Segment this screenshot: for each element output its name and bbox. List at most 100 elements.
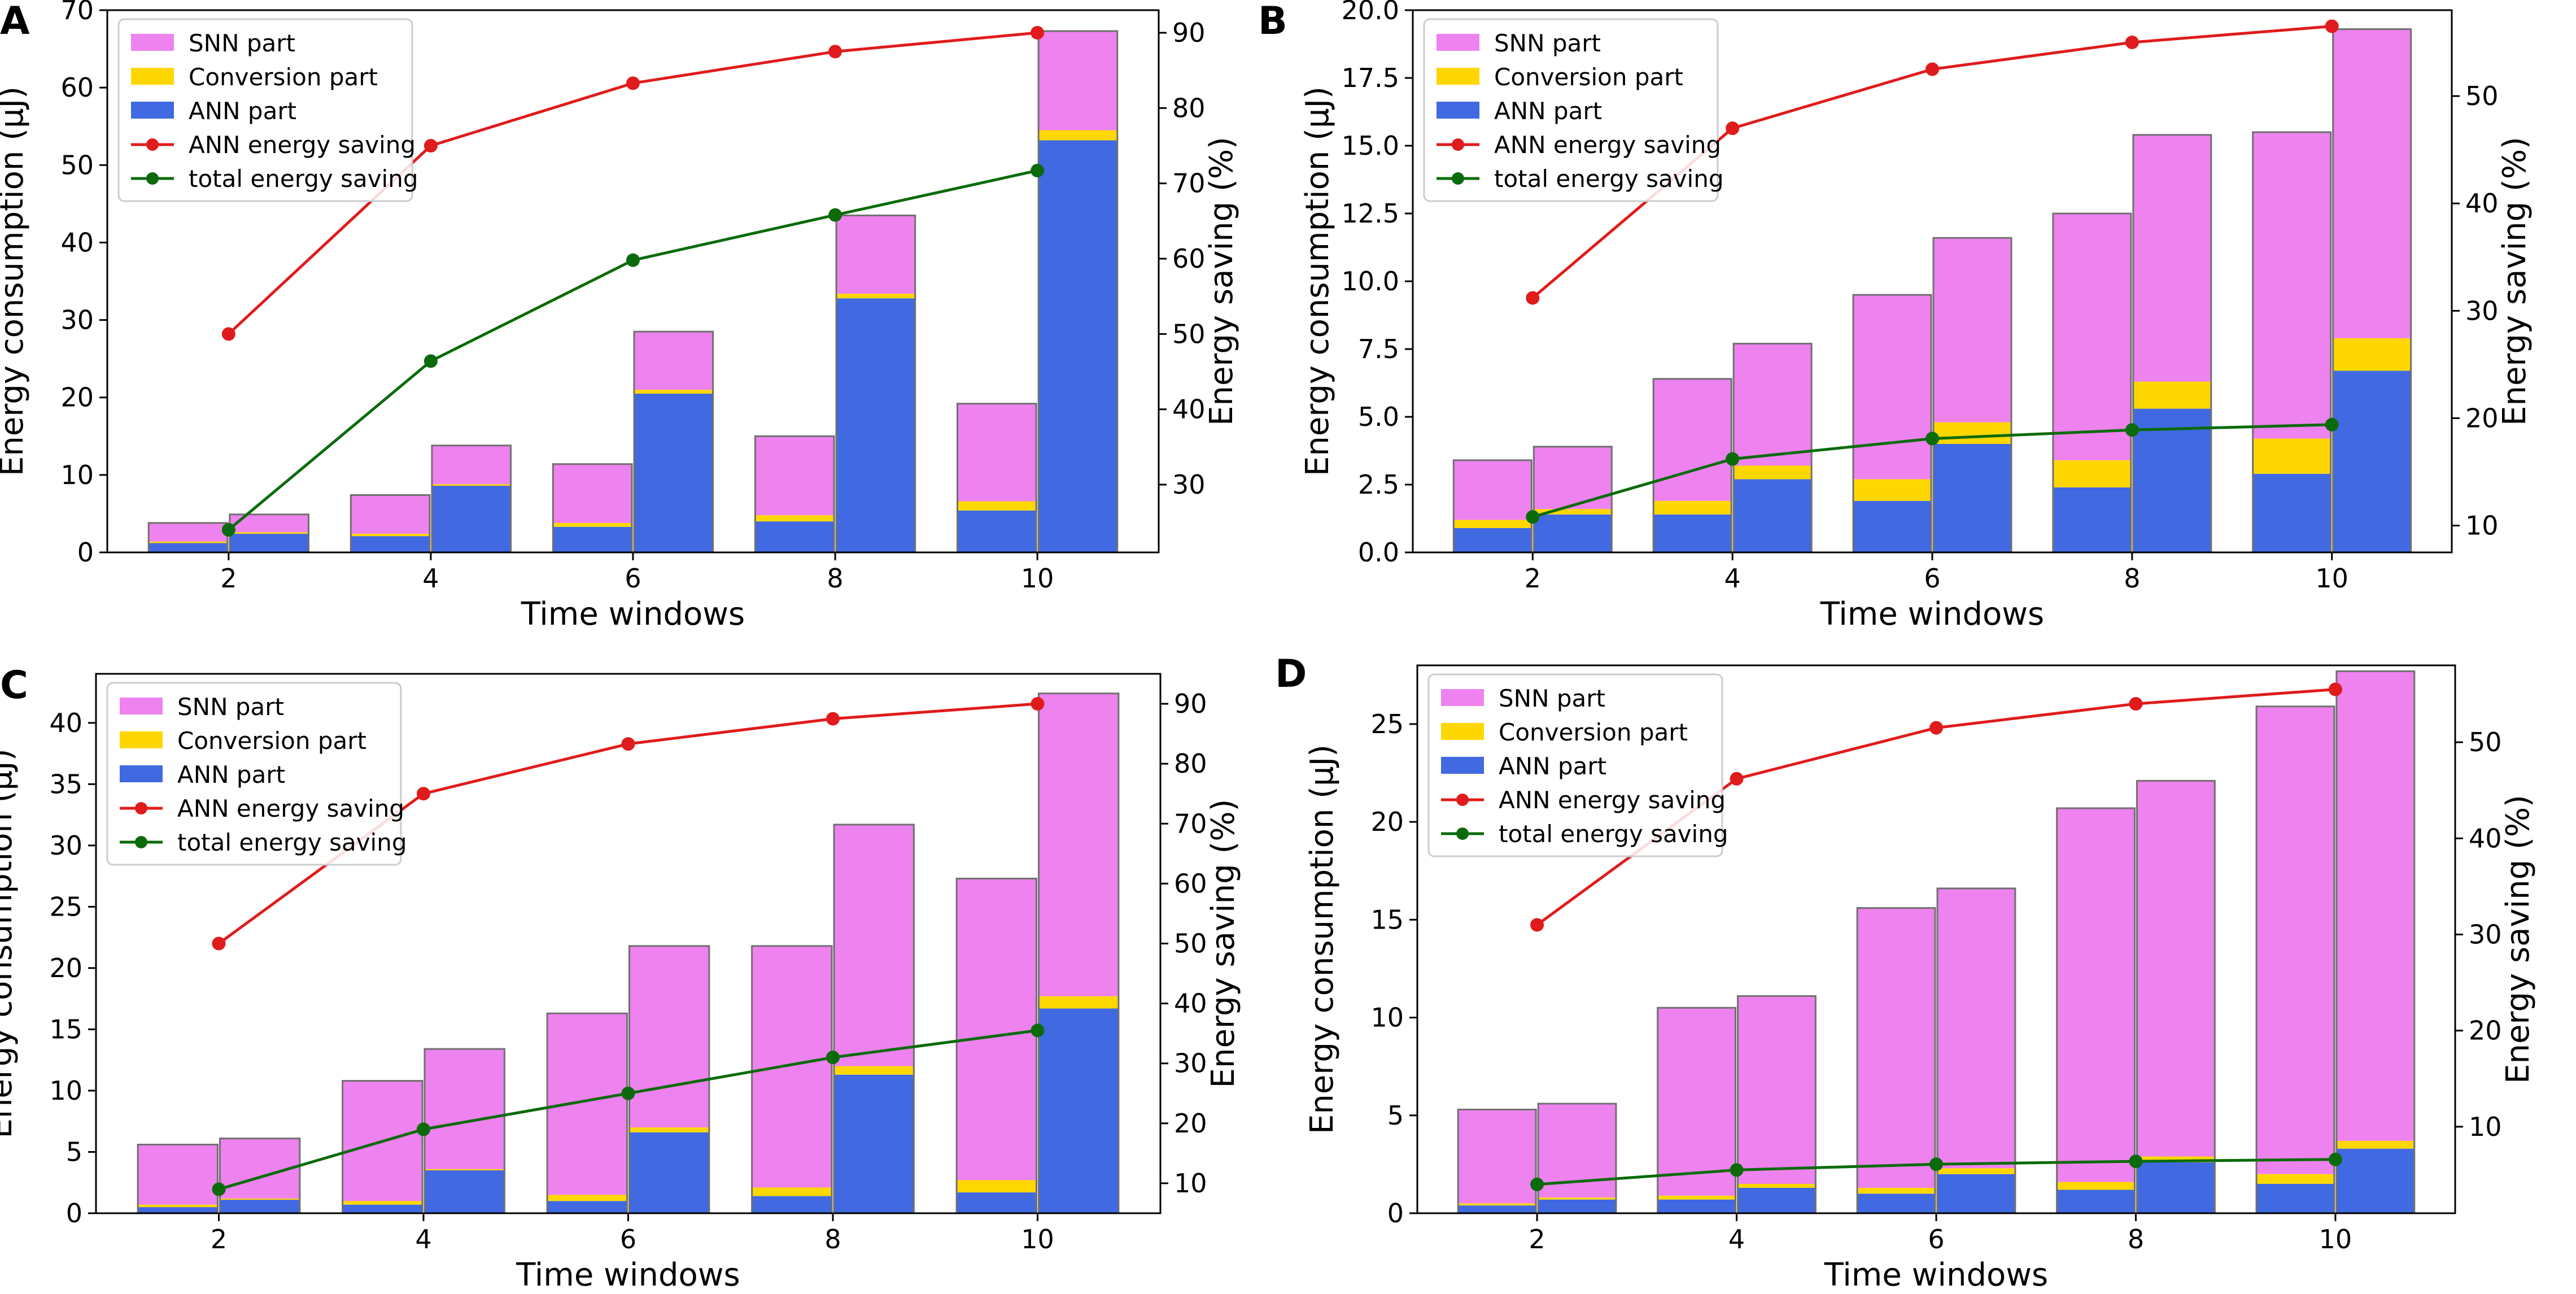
point-total-energy-saving: [1031, 164, 1045, 177]
bar-left-snn-segment: [755, 436, 835, 516]
bar-right-snn-segment: [431, 445, 511, 485]
point-ann-energy-saving: [212, 936, 226, 951]
bar-right-ann-segment: [1937, 1174, 2015, 1213]
x-tick-label: 8: [2128, 1224, 2144, 1254]
bar-left-conversion-segment: [2057, 1182, 2135, 1190]
y2-tick-label: 70: [1172, 168, 1206, 199]
point-total-energy-saving: [423, 354, 438, 368]
x-tick-label: 2: [1525, 563, 1541, 594]
bar-right-ann-segment: [2133, 408, 2211, 552]
bar-left-conversion-segment: [752, 1187, 832, 1196]
bar-right-ann-segment: [2137, 1162, 2215, 1213]
bar-left-snn-segment: [1453, 460, 1532, 520]
point-total-energy-saving: [1926, 432, 1939, 446]
legend-swatch: [120, 765, 163, 782]
bar-left-snn-segment: [1657, 1008, 1736, 1196]
chart-panel-b: B 2 4 6 8 10 0.0 2.5 5.0 7.5 10.0 12.5 15.0 17.5 20.0 1…: [1258, 0, 2533, 633]
y-tick-label: 35: [49, 769, 82, 799]
x-tick-label: 6: [1924, 563, 1940, 594]
y2-tick-label: 40: [1174, 988, 1207, 1019]
y2-axis-label: Energy saving (%): [2500, 795, 2536, 1084]
bar-left-snn-segment: [553, 464, 632, 523]
chart-panel-c: C 2 4 6 8 10 0 5 10 15 20 25 30 35 40 10 20 30 40 50 60 70 80 9…: [0, 663, 1242, 1293]
bar-left-conversion-segment: [1458, 1203, 1536, 1206]
bar-right-ann-segment: [1038, 140, 1117, 552]
x-axis-label: Time windows: [521, 596, 745, 633]
line-total-energy-saving: [218, 1029, 1038, 1191]
point-ann-energy-saving: [828, 45, 842, 59]
x-tick-label: 10: [1021, 1224, 1054, 1254]
bar-left-conversion-segment: [1453, 520, 1532, 528]
bar-right-ann-segment: [1038, 1008, 1119, 1213]
y2-tick-label: 40: [1172, 394, 1206, 425]
bar-right-snn-segment: [2336, 671, 2415, 1141]
point-total-energy-saving: [626, 253, 640, 267]
chart-panel-a: A 2 4 6 8 10 0 10 20 30 40 50 60 70 30 40 50 60 70 80 90 Time…: [0, 0, 1240, 633]
legend-swatch: [120, 698, 163, 714]
bar-right-ann-segment: [634, 393, 713, 552]
legend-label: ANN energy saving: [1494, 131, 1721, 159]
x-tick-label: 8: [827, 563, 843, 594]
legend-swatch: [120, 731, 163, 748]
y2-tick-label: 30: [2465, 295, 2499, 326]
legend-label: Conversion part: [1494, 63, 1683, 91]
bar-right-conversion-segment: [425, 1169, 505, 1171]
bar-right-ann-segment: [1538, 1199, 1616, 1213]
bar-right-conversion-segment: [1737, 1184, 1816, 1188]
x-tick-label: 2: [1529, 1224, 1545, 1254]
y-tick-label: 10: [49, 1075, 82, 1106]
y2-tick-label: 30: [1174, 1048, 1207, 1079]
y-tick-label: 30: [60, 305, 94, 336]
bar-right-snn-segment: [229, 514, 309, 533]
chart-panel-d: D 2 4 6 8 10 0 5 10 15 20 25 10 20 30 40 50 Time windows E…: [1275, 652, 2536, 1293]
bar-left-conversion-segment: [755, 515, 835, 522]
bar-right-conversion-segment: [1937, 1168, 2015, 1174]
y2-tick-label: 20: [2465, 403, 2499, 433]
bar-left-snn-segment: [351, 495, 430, 534]
y-tick-label: 5: [66, 1136, 82, 1167]
y-tick-label: 7.5: [1358, 334, 1399, 364]
point-ann-energy-saving: [2328, 682, 2342, 696]
bar-right-ann-segment: [834, 1074, 914, 1213]
y2-tick-label: 10: [2465, 510, 2499, 541]
bar-left-ann-segment: [1857, 1193, 1935, 1213]
bar-left-ann-segment: [1458, 1205, 1536, 1213]
bar-right-ann-segment: [425, 1170, 505, 1213]
bar-right-conversion-segment: [431, 484, 511, 486]
legend-label: total energy saving: [189, 165, 418, 193]
y2-tick-label: 50: [2465, 81, 2499, 111]
point-total-energy-saving: [1530, 1177, 1544, 1191]
x-axis-label: Time windows: [1824, 1257, 2048, 1293]
bar-right-conversion-segment: [1538, 1197, 1616, 1200]
legend-label: ANN part: [1494, 97, 1602, 125]
y2-tick-label: 60: [1172, 243, 1206, 274]
legend-swatch: [1437, 102, 1479, 119]
bar-left-conversion-segment: [342, 1201, 422, 1205]
y-tick-label: 0.0: [1358, 537, 1399, 568]
bar-right-conversion-segment: [836, 293, 915, 299]
legend-swatch: [1441, 723, 1484, 740]
panel-letter: D: [1275, 652, 1307, 696]
bar-right-snn-segment: [1933, 238, 2011, 422]
point-ann-energy-saving: [1730, 772, 1744, 786]
point-total-energy-saving: [221, 523, 235, 537]
point-ann-energy-saving: [423, 139, 438, 153]
bar-right-conversion-segment: [834, 1066, 914, 1075]
bar-right-snn-segment: [834, 824, 914, 1066]
y-tick-label: 10.0: [1342, 266, 1399, 297]
legend-swatch: [131, 68, 174, 85]
bar-right-ann-segment: [629, 1132, 709, 1213]
point-total-energy-saving: [2325, 417, 2339, 432]
bar-right-conversion-segment: [1038, 996, 1119, 1009]
point-total-energy-saving: [1526, 510, 1540, 524]
point-ann-energy-saving: [621, 737, 635, 751]
y2-tick-label: 80: [1174, 748, 1207, 779]
legend-swatch: [131, 34, 174, 51]
x-tick-label: 4: [1728, 1224, 1745, 1254]
y-tick-label: 10: [1370, 1003, 1404, 1033]
legend-marker: [146, 138, 159, 151]
bar-left-conversion-segment: [1657, 1195, 1736, 1200]
legend-label: SNN part: [189, 29, 295, 57]
y-tick-label: 0: [66, 1198, 82, 1228]
point-ann-energy-saving: [2325, 19, 2339, 33]
